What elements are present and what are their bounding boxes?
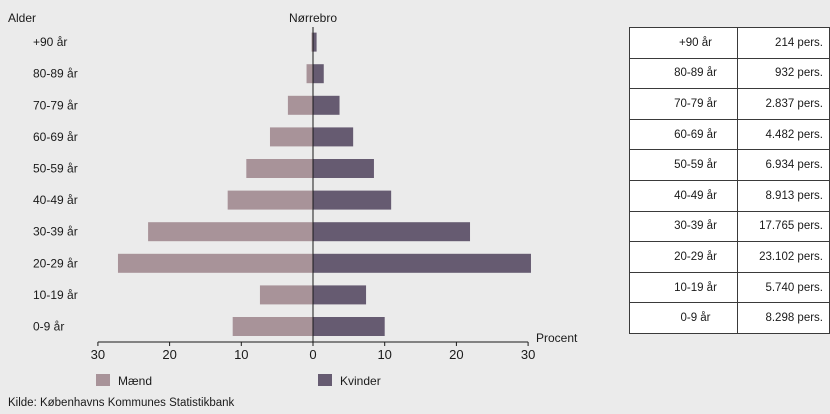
x-axis-label: Procent <box>536 331 578 345</box>
table-persons-cell: 2.837 pers. <box>737 88 830 120</box>
bar-kvinder <box>313 159 374 178</box>
table-age-cell: 40-49 år <box>629 179 738 212</box>
table-row: 70-79 år 2.837 pers. <box>629 88 830 120</box>
age-labels: 0-9 år 10-19 år 20-29 år 30-39 år 40-49 år 50… <box>33 35 78 333</box>
table-row: +90 år 214 pers. <box>629 27 830 59</box>
x-tick-label: 0 <box>309 347 316 362</box>
x-tick-label: 30 <box>91 347 105 362</box>
bar-kvinder <box>313 285 367 305</box>
legend-maend-label: Mænd <box>118 374 152 388</box>
table-row: 80-89 år 932 pers. <box>629 57 830 90</box>
table-persons-cell: 6.934 pers. <box>737 149 830 181</box>
bar-maend <box>311 32 313 52</box>
table-age-cell: 0-9 år <box>629 302 738 334</box>
bar-kvinder <box>313 32 317 52</box>
bar-maend <box>246 159 313 178</box>
table-age-cell: 70-79 år <box>629 88 738 120</box>
bar-maend <box>269 127 313 147</box>
table-persons-cell: 8.298 pers. <box>737 302 830 334</box>
table-row: 60-69 år 4.482 pers. <box>629 118 830 151</box>
age-label: 10-19 år <box>33 288 78 302</box>
bar-kvinder <box>313 190 392 210</box>
bar-kvinder <box>313 64 324 84</box>
legend-kvinder-label: Kvinder <box>340 374 381 388</box>
bar-kvinder <box>313 253 531 273</box>
chart-subtitle: Nørrebro <box>289 11 337 25</box>
table-age-cell: +90 år <box>629 27 738 59</box>
legend-kvinder-swatch <box>318 374 332 386</box>
legend: Mænd Kvinder <box>96 374 381 388</box>
table-persons-cell: 4.482 pers. <box>737 118 830 151</box>
table-age-cell: 20-29 år <box>629 241 738 273</box>
age-label: +90 år <box>33 35 67 49</box>
age-label: 20-29 år <box>33 256 78 270</box>
bar-maend <box>306 64 313 84</box>
table-age-cell: 30-39 år <box>629 210 738 243</box>
x-tick-label: 20 <box>449 347 463 362</box>
age-label: 40-49 år <box>33 193 78 207</box>
bar-kvinder <box>313 95 340 115</box>
table-persons-cell: 214 pers. <box>737 27 830 59</box>
table-persons-cell: 23.102 pers. <box>737 241 830 273</box>
age-label: 70-79 år <box>33 98 78 112</box>
age-label: 0-9 år <box>33 320 64 334</box>
table-row: 40-49 år 8.913 pers. <box>629 179 830 212</box>
bar-maend <box>148 222 313 242</box>
x-tick-label: 10 <box>234 347 248 362</box>
age-label: 50-59 år <box>33 162 78 176</box>
table-row: 0-9 år 8.298 pers. <box>629 302 830 334</box>
table-age-cell: 50-59 år <box>629 149 738 181</box>
age-label: 30-39 år <box>33 225 78 239</box>
table-persons-cell: 5.740 pers. <box>737 271 830 304</box>
age-population-table: +90 år 214 pers. 80-89 år 932 pers. 70-79 år… <box>629 27 830 334</box>
table-age-cell: 80-89 år <box>629 57 738 90</box>
bar-maend <box>287 95 313 115</box>
table-persons-cell: 17.765 pers. <box>737 210 830 243</box>
table-row: 20-29 år 23.102 pers. <box>629 241 830 273</box>
bar-maend <box>227 190 313 210</box>
table-age-cell: 10-19 år <box>629 271 738 304</box>
legend-maend-swatch <box>96 374 110 386</box>
table-persons-cell: 8.913 pers. <box>737 179 830 212</box>
table-persons-cell: 932 pers. <box>737 57 830 90</box>
x-tick-label: 30 <box>521 347 535 362</box>
x-tick-label: 20 <box>162 347 176 362</box>
bar-kvinder <box>313 127 354 147</box>
x-ticks: 30 20 10 0 10 20 30 <box>91 342 535 362</box>
x-tick-label: 10 <box>377 347 391 362</box>
bars <box>117 32 531 336</box>
table-row: 50-59 år 6.934 pers. <box>629 149 830 181</box>
bar-maend <box>232 317 313 336</box>
table-row: 10-19 år 5.740 pers. <box>629 271 830 304</box>
y-axis-label: Alder <box>8 11 36 25</box>
bar-kvinder <box>313 222 471 242</box>
bar-kvinder <box>313 317 385 336</box>
bar-maend <box>117 253 313 273</box>
age-label: 80-89 år <box>33 67 78 81</box>
source-note: Kilde: Københavns Kommunes Statistikbank <box>8 397 235 409</box>
bar-maend <box>259 285 313 305</box>
table-age-cell: 60-69 år <box>629 118 738 151</box>
table-row: 30-39 år 17.765 pers. <box>629 210 830 243</box>
age-label: 60-69 år <box>33 130 78 144</box>
